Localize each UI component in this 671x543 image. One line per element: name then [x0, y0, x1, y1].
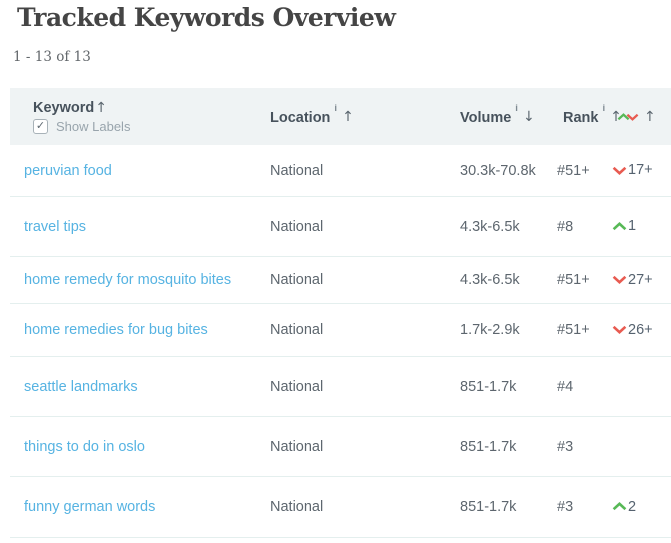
volume-cell: 851-1.7k — [460, 499, 517, 515]
location-cell: National — [270, 162, 324, 179]
rank-change-cell: 2 — [602, 499, 671, 516]
rank-change-cell: 17+ — [602, 162, 671, 179]
rank-change-cell: 27+ — [602, 272, 671, 289]
keyword-cell: things to do in oslo — [10, 439, 260, 455]
keyword-link[interactable]: things to do in oslo — [24, 438, 145, 455]
rank-cell: #3 — [557, 438, 574, 455]
keyword-cell: travel tips — [10, 219, 260, 235]
rank-cell: #51+ — [557, 322, 590, 338]
table-row: home remedies for bug bites National 1.7… — [10, 304, 671, 357]
sort-arrow-up-icon: ↑ — [95, 99, 107, 116]
location-column-header[interactable]: Locationi ↑ — [260, 103, 450, 126]
rank-change-column-header[interactable]: ↑ — [602, 109, 671, 125]
volume-cell: 851-1.7k — [460, 378, 517, 395]
rank-change-value: 26+ — [628, 321, 653, 338]
rank-change-cell — [602, 439, 671, 455]
rank-cell: #8 — [557, 218, 574, 235]
table-row: things to do in oslo National 851-1.7k #… — [10, 417, 671, 477]
table-header: Keyword↑ ✓ Show Labels Locationi↑ Volume… — [10, 88, 671, 145]
rank-column-header[interactable]: Ranki ↑ — [547, 103, 622, 126]
rank-cell: #4 — [557, 378, 574, 395]
volume-column-label: Volume — [460, 109, 512, 126]
volume-cell: 30.3k-70.8k — [460, 162, 536, 179]
rank-change-value: 17+ — [628, 162, 653, 179]
rank-change-value: 2 — [628, 498, 637, 515]
volume-info-icon[interactable]: i — [515, 102, 518, 114]
table-row: peruvian food National 30.3k-70.8k #51+ … — [10, 145, 671, 197]
keyword-column-label: Keyword — [33, 99, 95, 116]
rank-cell: #51+ — [557, 272, 590, 288]
location-cell: National — [270, 378, 324, 395]
show-labels-label: Show Labels — [56, 118, 131, 134]
volume-cell: 4.3k-6.5k — [460, 218, 520, 235]
rank-column-label: Rank — [563, 109, 599, 126]
location-cell: National — [270, 438, 324, 455]
sort-arrow-up-icon: ↑ — [342, 109, 354, 126]
location-cell: National — [270, 218, 324, 235]
keyword-cell: funny german words — [10, 499, 260, 515]
checkmark-icon: ✓ — [35, 119, 46, 132]
volume-cell: 1.7k-2.9k — [460, 322, 520, 338]
pagination-status: 1 - 13 of 13 — [13, 49, 91, 65]
keyword-link[interactable]: travel tips — [24, 218, 87, 235]
keyword-cell: peruvian food — [10, 163, 260, 179]
location-cell: National — [270, 499, 324, 515]
keyword-link[interactable]: home remedies for bug bites — [24, 322, 208, 338]
rank-down-icon — [612, 276, 627, 285]
tracked-keywords-table: Keyword↑ ✓ Show Labels Locationi↑ Volume… — [10, 88, 671, 538]
location-cell: National — [270, 322, 324, 338]
page-title: Tracked Keywords Overview — [17, 3, 396, 32]
sort-arrow-down-icon: ↓ — [522, 109, 535, 126]
keyword-cell: home remedy for mosquito bites — [10, 272, 260, 288]
rank-change-cell: 26+ — [602, 322, 671, 339]
rank-down-icon — [612, 166, 627, 175]
show-labels-toggle[interactable]: ✓ Show Labels — [33, 118, 260, 134]
table-row: seattle landmarks National 851-1.7k #4 — [10, 357, 671, 417]
keyword-link[interactable]: peruvian food — [24, 162, 112, 179]
volume-cell: 851-1.7k — [460, 438, 517, 455]
volume-cell: 4.3k-6.5k — [460, 272, 520, 288]
table-row: home remedy for mosquito bites National … — [10, 257, 671, 304]
keyword-cell: home remedies for bug bites — [10, 322, 260, 338]
keyword-link[interactable]: funny german words — [24, 499, 156, 515]
sort-arrow-up-icon: ↑ — [610, 109, 622, 126]
rank-change-value: 1 — [628, 218, 637, 235]
keyword-link[interactable]: home remedy for mosquito bites — [24, 272, 232, 288]
rank-change-cell: 1 — [602, 218, 671, 235]
rank-change-cell — [602, 379, 671, 395]
sort-arrow-up-icon: ↑ — [644, 108, 656, 125]
rank-up-icon — [612, 221, 627, 230]
rank-change-value: 27+ — [628, 271, 653, 288]
table-row: travel tips National 4.3k-6.5k #8 1 — [10, 197, 671, 257]
rank-cell: #51+ — [557, 162, 590, 179]
show-labels-checkbox[interactable]: ✓ — [33, 118, 48, 134]
rank-up-icon — [612, 502, 627, 511]
location-info-icon[interactable]: i — [334, 102, 338, 114]
rank-up-icon — [617, 112, 630, 120]
rank-cell: #3 — [557, 499, 574, 515]
rank-down-icon — [612, 326, 627, 335]
rank-info-icon[interactable]: i — [602, 102, 606, 114]
table-row: funny german words National 851-1.7k #3 … — [10, 477, 671, 538]
keyword-cell: seattle landmarks — [10, 379, 260, 395]
volume-column-header[interactable]: Volumei ↓ — [450, 103, 547, 126]
location-column-label: Location — [270, 109, 331, 126]
keyword-column-header[interactable]: Keyword↑ ✓ Show Labels — [10, 100, 260, 134]
location-cell: National — [270, 272, 324, 288]
table-body: peruvian food National 30.3k-70.8k #51+ … — [10, 145, 671, 538]
keyword-sort-control[interactable]: Keyword↑ — [33, 100, 260, 116]
keyword-link[interactable]: seattle landmarks — [24, 378, 138, 395]
rank-down-icon — [626, 113, 639, 121]
